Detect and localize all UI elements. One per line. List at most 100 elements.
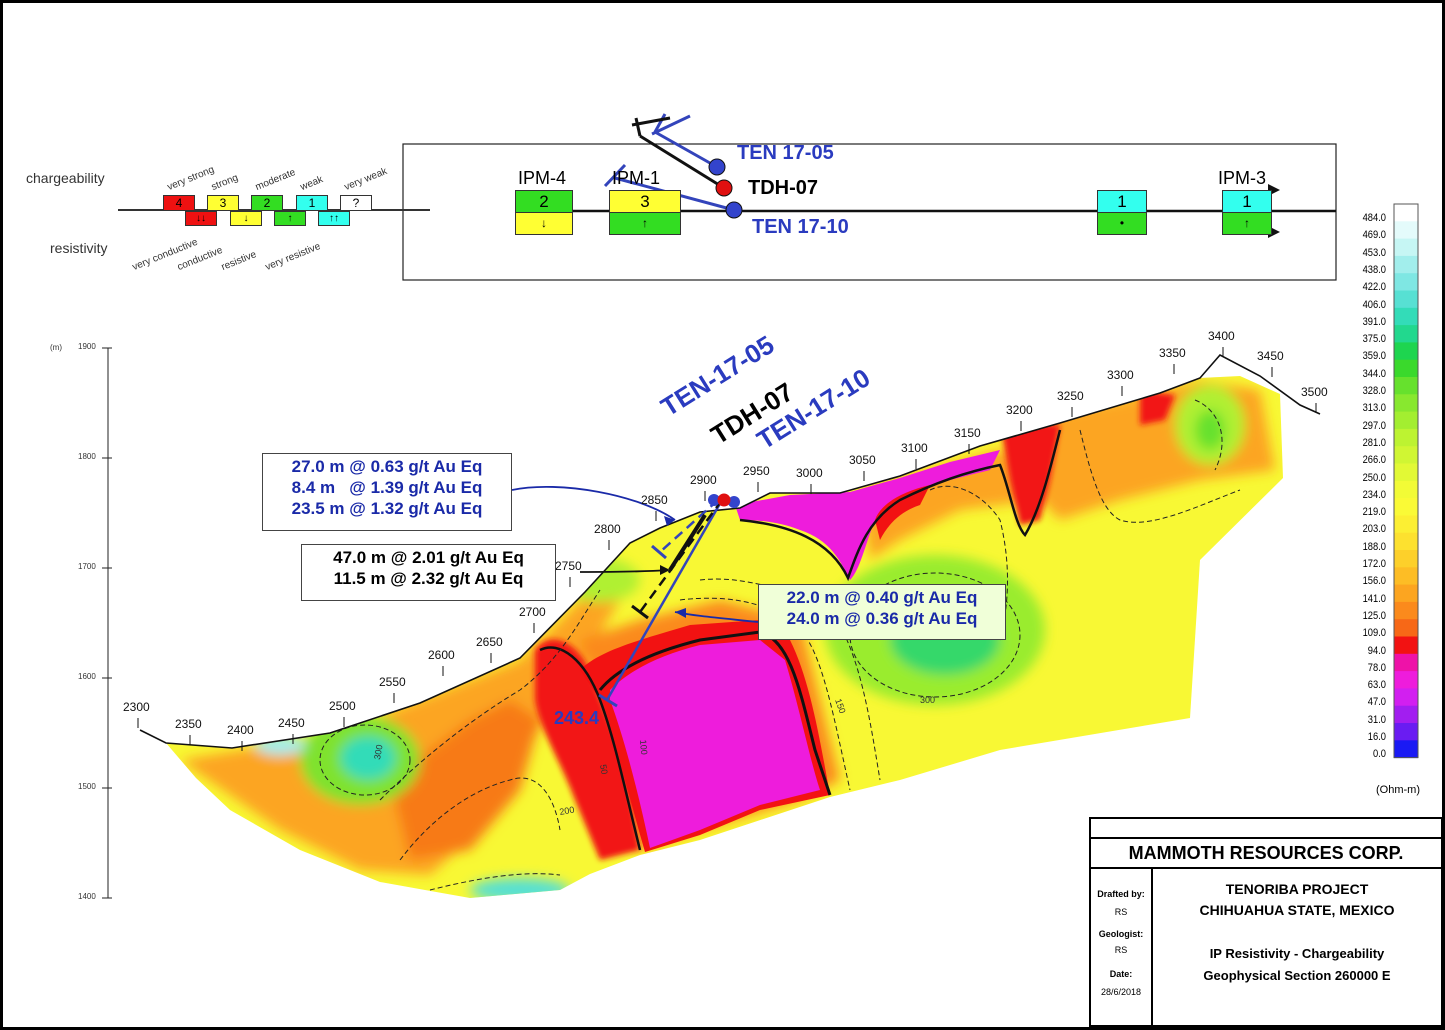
station-label: 2900	[690, 473, 717, 487]
contour-label: 100	[638, 739, 649, 755]
station-label: 2700	[519, 605, 546, 619]
elevation-tick-label: 1700	[78, 562, 96, 571]
color-scale-value: 281.0	[1362, 436, 1386, 449]
station-label: 3250	[1057, 389, 1084, 403]
plan-hole-tdh-07: TDH-07	[748, 177, 819, 199]
color-scale-swatch	[1394, 446, 1418, 464]
color-scale-swatch	[1394, 740, 1418, 759]
ipm-4-label: IPM-4	[518, 168, 567, 188]
color-scale-swatch	[1394, 307, 1418, 326]
color-scale-swatch	[1394, 723, 1418, 741]
color-scale-value: 344.0	[1362, 367, 1386, 380]
elevation-ticks	[102, 347, 112, 899]
legend-charge-box: 1	[296, 195, 328, 211]
station-label: 2550	[379, 675, 406, 689]
title-block: MAMMOTH RESOURCES CORP. Drafted by: RS G…	[1089, 817, 1443, 1027]
topography-line	[139, 353, 1321, 749]
color-scale-value: 453.0	[1362, 246, 1386, 259]
color-scale-swatch	[1394, 567, 1418, 586]
color-scale-swatch	[1394, 688, 1418, 707]
intercept-box-ten-17-05: 27.0 m @ 0.63 g/t Au Eq 8.4 m @ 1.39 g/t…	[262, 453, 512, 531]
color-scale-value: 484.0	[1362, 212, 1386, 224]
station-label: 2650	[476, 635, 503, 649]
section-title: IP Resistivity - Chargeability Geophysic…	[1203, 946, 1391, 983]
color-scale-swatch	[1394, 653, 1418, 672]
contour-label: 50	[598, 764, 610, 776]
color-scale-value: 141.0	[1362, 592, 1386, 605]
contour-label: 200	[559, 805, 576, 817]
contour-label: 150	[833, 697, 848, 715]
contour-label: 300	[920, 695, 935, 705]
color-scale-swatch	[1394, 325, 1418, 343]
station-label: 3050	[849, 453, 876, 467]
color-scale-unit: (Ohm-m)	[1376, 784, 1420, 796]
plan-resist-box: ↑	[609, 212, 681, 235]
color-scale-value: 438.0	[1362, 263, 1386, 276]
plan-resist-box: ↑	[1222, 212, 1272, 235]
drafted-label: Drafted by:	[1097, 889, 1145, 899]
color-scale-value: 78.0	[1367, 661, 1386, 674]
plan-charge-box: 1	[1222, 190, 1272, 213]
station-ticks	[137, 347, 1317, 751]
color-scale-value: 359.0	[1362, 350, 1386, 363]
station-label: 2500	[329, 699, 356, 713]
color-scale-swatch	[1394, 636, 1418, 655]
drillhole-traces	[598, 493, 740, 708]
plan-charge-box: 1	[1097, 190, 1147, 213]
title-block-credits: Drafted by: RS Geologist: RS Date: 28/6/…	[1091, 867, 1153, 1027]
plan-resist-box: ↓	[515, 212, 573, 235]
intercept-box-ten-17-10: 22.0 m @ 0.40 g/t Au Eq 24.0 m @ 0.36 g/…	[758, 584, 1006, 640]
legend-resist-box: ↓↓	[185, 211, 217, 226]
color-scale-value: 375.0	[1362, 333, 1386, 346]
color-scale-swatch	[1394, 255, 1418, 274]
station-label: 3000	[796, 466, 823, 480]
drafted-value: RS	[1114, 907, 1128, 917]
resistivity-color-scale	[1393, 203, 1419, 759]
date-value: 28/6/2018	[1100, 987, 1142, 997]
color-scale-value: 266.0	[1362, 454, 1386, 467]
color-scale-value: 125.0	[1362, 609, 1386, 622]
color-scale-swatch	[1394, 359, 1418, 378]
legend-charge-box: 3	[207, 195, 239, 211]
color-scale-value: 31.0	[1367, 713, 1386, 726]
geologist-label: Geologist:	[1098, 929, 1144, 939]
color-scale-value: 250.0	[1362, 471, 1386, 484]
color-scale-value: 94.0	[1367, 644, 1386, 657]
elevation-tick-label: 1500	[78, 782, 96, 791]
chargeability-label: chargeability	[26, 170, 105, 186]
color-scale-value: 0.0	[1372, 748, 1386, 761]
color-scale-swatch	[1394, 238, 1418, 257]
station-label: 3300	[1107, 368, 1134, 382]
color-scale-value: 328.0	[1362, 385, 1386, 397]
station-label: 3150	[954, 426, 981, 440]
color-scale-value: 109.0	[1362, 627, 1386, 640]
station-label: 2950	[743, 464, 770, 478]
color-scale-swatch	[1394, 671, 1418, 689]
color-scale-swatch	[1394, 394, 1418, 413]
color-scale-swatch	[1394, 480, 1418, 499]
elevation-unit: (m)	[50, 343, 62, 352]
color-scale-swatch	[1394, 601, 1418, 620]
station-label: 3100	[901, 441, 928, 455]
station-label: 3500	[1301, 385, 1328, 399]
station-label: 2300	[123, 700, 150, 714]
color-scale-value: 313.0	[1362, 402, 1386, 415]
color-scale-swatch	[1394, 515, 1418, 534]
color-scale-value: 219.0	[1362, 506, 1386, 519]
legend-charge-box: 2	[251, 195, 283, 211]
legend-charge-box: ?	[340, 195, 372, 211]
elevation-tick-label: 1800	[78, 452, 96, 461]
color-scale-value: 406.0	[1362, 298, 1386, 311]
color-scale-value: 391.0	[1362, 315, 1386, 328]
plan-charge-box: 3	[609, 190, 681, 213]
station-label: 3400	[1208, 329, 1235, 343]
project-name: TENORIBA PROJECT CHIHUAHUA STATE, MEXICO	[1199, 881, 1395, 918]
color-scale-swatch	[1394, 290, 1418, 309]
color-scale-swatch	[1394, 428, 1418, 447]
color-scale-swatch	[1394, 411, 1418, 430]
elevation-tick-label: 1400	[78, 892, 96, 901]
color-scale-value: 297.0	[1362, 419, 1386, 432]
station-label: 2600	[428, 648, 455, 662]
plan-hole-ten-17-05: TEN 17-05	[737, 142, 834, 164]
